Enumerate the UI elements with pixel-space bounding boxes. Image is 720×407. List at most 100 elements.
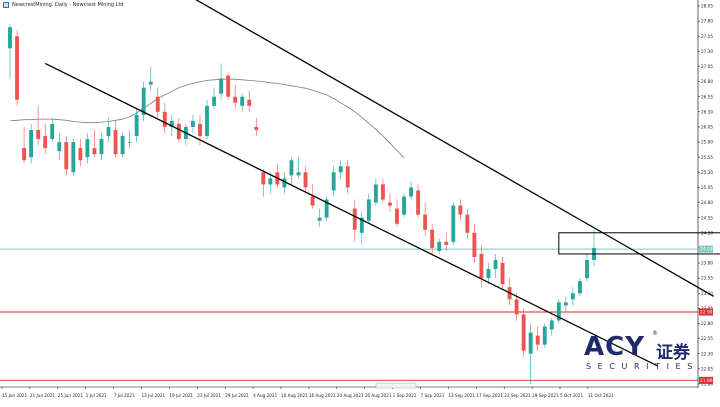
candle-body	[395, 208, 399, 224]
x-tick-label: 15 Jun 2021	[2, 393, 28, 398]
y-tick-label: 25.55	[701, 155, 713, 160]
candle-body	[120, 136, 125, 155]
candle-body	[542, 326, 547, 345]
y-tick-label: 25.30	[701, 170, 713, 175]
y-tick-label: 24.80	[701, 200, 713, 205]
price-label-text: 22.99	[700, 310, 713, 316]
candle-body	[437, 241, 442, 251]
candle-body	[289, 160, 294, 176]
candle-body	[493, 260, 498, 270]
candle-body	[15, 36, 19, 100]
x-tick-label: 1 Sep 2021	[393, 393, 417, 398]
candle-body	[486, 269, 491, 279]
x-tick-label: 23 Sep 2021	[504, 393, 531, 398]
chart-title: NewcrestMining, Daily - Newcrest Mining …	[12, 2, 124, 8]
y-tick-label: 26.55	[701, 94, 713, 99]
candle-body	[282, 178, 287, 188]
y-tick-label: 22.80	[701, 321, 713, 326]
candle-body	[458, 205, 463, 215]
price-label-text: 24.03	[700, 247, 713, 253]
x-tick-label: 4 Aug 2021	[253, 393, 277, 398]
candle-body	[198, 123, 202, 137]
candle-body	[296, 172, 301, 176]
crosshair-date-marker	[375, 382, 417, 389]
x-tick-label: 20 Aug 2021	[337, 393, 364, 398]
candle-body	[331, 172, 336, 191]
candle-body	[261, 172, 266, 185]
candle-body	[99, 139, 104, 155]
candle-body	[380, 184, 385, 200]
candle-body	[8, 27, 12, 49]
y-tick-label: 22.05	[701, 366, 713, 371]
x-tick-label: 29 Sep 2021	[532, 393, 559, 398]
candle-body	[148, 81, 153, 85]
candle-body	[521, 314, 526, 351]
x-tick-label: 16 Aug 2021	[309, 393, 336, 398]
candle-body	[219, 78, 224, 94]
candle-body	[226, 75, 231, 97]
candle-body	[556, 302, 561, 321]
channel-lower-line	[44, 62, 658, 367]
candle-body	[310, 196, 315, 206]
candle-body	[212, 96, 216, 106]
x-tick-label: 5 Oct 2021	[560, 393, 584, 398]
candle-body	[176, 123, 181, 140]
y-tick-label: 27.80	[701, 19, 713, 24]
x-tick-label: 11 Oct 2021	[588, 393, 614, 398]
candle-body	[366, 199, 371, 221]
candle-body	[373, 184, 378, 203]
candle-body	[71, 142, 76, 173]
x-tick-label: 7 Sep 2021	[421, 393, 445, 398]
candle-body	[127, 142, 132, 143]
candle-body	[359, 217, 364, 233]
candle-body	[240, 96, 245, 106]
y-tick-label: 28.05	[701, 4, 713, 9]
candle-body	[444, 241, 449, 245]
y-tick-label: 21.80	[701, 382, 713, 387]
candle-body	[205, 105, 209, 137]
candle-body	[563, 302, 568, 306]
price-label-tag	[699, 376, 713, 384]
x-tick-label: 25 Jun 2021	[58, 393, 84, 398]
candle-body	[402, 196, 406, 215]
candle-body	[22, 148, 27, 161]
candle-body	[317, 217, 322, 221]
y-tick-label: 23.05	[701, 306, 713, 311]
candle-body	[169, 120, 174, 127]
price-label-text: 21.86	[700, 378, 713, 384]
candle-body	[324, 199, 329, 218]
candle-body	[191, 120, 195, 127]
candle-body	[451, 205, 456, 242]
candle-body	[472, 232, 477, 257]
candle-body	[85, 139, 90, 158]
logo-registered-mark: ®	[652, 330, 658, 337]
y-tick-label: 24.55	[701, 215, 713, 220]
candle-body	[388, 202, 392, 206]
x-tick-label: 17 Sep 2021	[476, 393, 503, 398]
channel-upper-line	[195, 0, 714, 297]
broker-logo: ACY ® 证券 SECURITIES	[584, 328, 704, 376]
logo-chinese-text: 证券	[656, 343, 690, 363]
y-tick-label: 23.80	[701, 261, 713, 266]
candle-body	[254, 126, 259, 130]
candle-body	[423, 214, 428, 230]
candle-body	[528, 332, 533, 354]
candle-body	[134, 114, 139, 137]
y-tick-label: 27.55	[701, 34, 713, 39]
candle-body	[36, 129, 41, 140]
candle-body	[345, 166, 350, 188]
x-tick-label: 29 Jul 2021	[225, 393, 249, 398]
y-tick-label: 23.55	[701, 276, 713, 281]
y-tick-label: 25.05	[701, 185, 713, 190]
candle-body	[106, 126, 111, 137]
candle-body	[416, 190, 421, 215]
candle-body	[352, 208, 357, 230]
candle-body	[155, 96, 160, 112]
y-tick-label: 26.05	[701, 125, 713, 130]
y-tick-label: 22.30	[701, 351, 713, 356]
candle-body	[570, 293, 575, 300]
y-tick-label: 22.55	[701, 336, 713, 341]
x-tick-label: 23 Jul 2021	[197, 393, 221, 398]
